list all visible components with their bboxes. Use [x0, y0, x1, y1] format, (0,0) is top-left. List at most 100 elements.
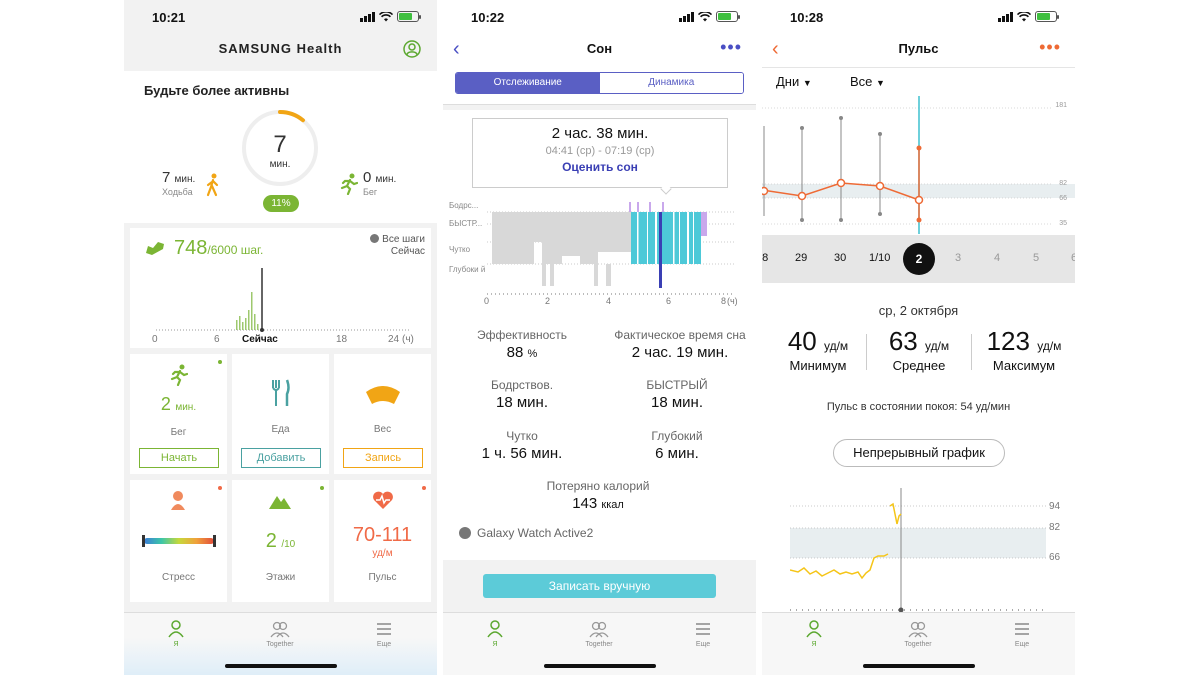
- date-5[interactable]: 5: [1033, 252, 1040, 264]
- tab-together[interactable]: Together: [559, 619, 639, 648]
- chevron-down-icon: ▼: [876, 78, 885, 88]
- more-options-icon[interactable]: •••: [1039, 37, 1061, 57]
- mountain-icon: [269, 496, 291, 509]
- period-value: Дни: [776, 74, 800, 89]
- add-food-button[interactable]: Добавить: [241, 448, 321, 468]
- tab-me[interactable]: Я: [774, 619, 854, 648]
- tab-together[interactable]: Together: [878, 619, 958, 648]
- home-indicator: [224, 664, 337, 668]
- home-indicator: [862, 664, 975, 668]
- tile-floors[interactable]: 2 /10 Этажи: [232, 480, 329, 602]
- run-label: Бег: [363, 187, 378, 197]
- tab-me[interactable]: Я: [455, 619, 535, 648]
- date-4[interactable]: 4: [994, 252, 1001, 264]
- start-button[interactable]: Начать: [139, 448, 219, 468]
- bottom-tabbar: Я Together Еще: [124, 612, 437, 675]
- steps-source: Все шаги: [382, 234, 425, 245]
- tile-run-value: 2: [160, 394, 171, 414]
- metric-awake: Бодрствов. 18 мин.: [447, 378, 597, 411]
- tile-floors-label: Этажи: [265, 572, 296, 583]
- more-options-icon[interactable]: •••: [720, 37, 742, 57]
- running-icon: [340, 173, 358, 195]
- tile-run[interactable]: 2 мин. Бег Начать: [130, 354, 227, 474]
- steps-card[interactable]: 748/6000 шаг. Все шаги Сейчас 0 6 Сейчас…: [130, 228, 431, 348]
- selected-date-label: ср, 2 октября: [878, 303, 959, 318]
- steps-axis-0: 0: [152, 334, 158, 345]
- samsung-health-home-screen: 10:21 SAMSUNG Health Будьте более активн…: [124, 0, 437, 675]
- signal-icon: [360, 11, 375, 22]
- tile-weight[interactable]: Вес Запись: [334, 354, 431, 474]
- bottom-tabbar: Я Together Еще: [443, 612, 756, 675]
- period-dropdown[interactable]: Дни ▼: [776, 74, 812, 89]
- y-tick-181: 181: [1055, 102, 1067, 109]
- stat-divider: [866, 334, 867, 370]
- stat-avg-label: Среднее: [892, 358, 946, 373]
- stress-bar-left-cap: [142, 535, 145, 547]
- stat-min-label: Минимум: [789, 358, 847, 373]
- sleep-tooltip: 2 час. 38 мин. 04:41 (ср) - 07:19 (ср) О…: [472, 118, 728, 188]
- continuous-chart-button[interactable]: Непрерывный график: [833, 439, 1005, 467]
- date-6[interactable]: 6: [1071, 252, 1075, 264]
- metric-deep-label: Глубокий: [651, 429, 703, 443]
- date-selected[interactable]: 2: [903, 243, 935, 275]
- status-bar: 10:28: [762, 0, 1075, 34]
- sleep-stages-chart: [487, 202, 735, 295]
- tab-tracking[interactable]: Отслеживание: [456, 73, 600, 93]
- tab-together[interactable]: Together: [240, 619, 320, 648]
- pulse-trend-chart: [762, 96, 1075, 234]
- metric-calories-label: Потеряно калорий: [546, 479, 650, 493]
- activity-card[interactable]: Будьте более активны 7 мин. 11% 7 мин. Х…: [124, 71, 437, 223]
- date-28[interactable]: 28: [762, 252, 769, 264]
- people-icon: [908, 621, 928, 638]
- steps-goal: /6000 шаг.: [207, 243, 264, 257]
- walk-value: 7: [162, 169, 171, 186]
- filter-dropdown[interactable]: Все ▼: [850, 74, 885, 89]
- record-weight-button[interactable]: Запись: [343, 448, 423, 468]
- stat-avg: 63 уд/м Среднее: [869, 326, 969, 373]
- back-chevron-icon[interactable]: ‹: [772, 38, 779, 60]
- metric-efficiency-value: 88: [506, 344, 524, 361]
- date-1-10[interactable]: 1/10: [869, 252, 891, 264]
- status-icons: [679, 11, 740, 22]
- tab-more[interactable]: Еще: [344, 619, 424, 648]
- stat-max-unit: уд/м: [1037, 339, 1062, 353]
- tab-dynamics[interactable]: Динамика: [599, 73, 743, 93]
- tab-together-label: Together: [266, 641, 294, 648]
- date-strip: 28 29 30 1/10 2 3 4 5 6: [762, 235, 1075, 283]
- activity-ring: [242, 110, 318, 186]
- person-icon: [168, 620, 184, 638]
- back-chevron-icon[interactable]: ‹: [453, 38, 460, 60]
- sleep-x-axis: 0 2 4 6 8 (ч): [443, 296, 756, 308]
- app-header: ‹ Сон •••: [443, 34, 756, 67]
- app-header: ‹ Пульс •••: [762, 34, 1075, 67]
- wifi-icon: [1017, 11, 1031, 21]
- tile-run-unit: мин.: [175, 402, 197, 413]
- manual-record-button[interactable]: Записать вручную: [483, 574, 716, 598]
- battery-icon: [716, 11, 740, 22]
- tab-together-label: Together: [585, 641, 613, 648]
- date-30[interactable]: 30: [834, 252, 847, 264]
- scale-icon: [366, 386, 400, 404]
- date-3[interactable]: 3: [955, 252, 962, 264]
- date-29[interactable]: 29: [795, 252, 808, 264]
- signal-icon: [679, 11, 694, 22]
- tab-me[interactable]: Я: [136, 619, 216, 648]
- stress-bar-right-cap: [213, 535, 216, 547]
- tab-more[interactable]: Еще: [982, 619, 1062, 648]
- tile-food[interactable]: Еда Добавить: [232, 354, 329, 474]
- metric-efficiency-unit: %: [527, 348, 538, 360]
- rate-sleep-link[interactable]: Оценить сон: [562, 160, 638, 174]
- tab-more[interactable]: Еще: [663, 619, 743, 648]
- device-source: Galaxy Watch Active2: [459, 526, 593, 540]
- tile-stress-dot: [218, 486, 222, 490]
- status-time: 10:21: [152, 10, 186, 25]
- profile-icon[interactable]: [403, 40, 421, 58]
- tile-pulse[interactable]: 70-111 уд/м Пульс: [334, 480, 431, 602]
- chart2-tick-82: 82: [1049, 522, 1061, 533]
- status-bar: 10:22: [443, 0, 756, 34]
- tile-floors-dot: [320, 486, 324, 490]
- tile-run-dot: [218, 360, 222, 364]
- tile-run-label: Бег: [170, 427, 187, 438]
- tab-me-label: Я: [492, 641, 498, 648]
- tile-stress[interactable]: Стресс: [130, 480, 227, 602]
